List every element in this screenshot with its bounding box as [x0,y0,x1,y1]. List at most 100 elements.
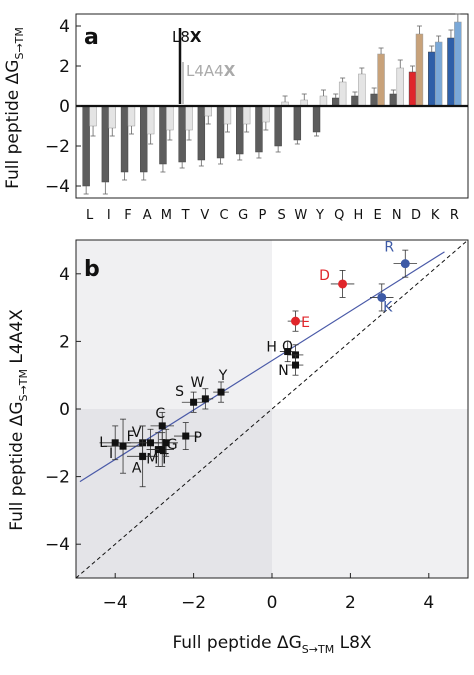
legend-l4a4x-label: L4A4X [186,62,236,80]
point-W [201,395,209,403]
x-tick-label-Q: Q [334,208,344,223]
x-tick-label-M: M [161,208,172,223]
x-tick-label-K: K [431,208,440,223]
panel-a-letter: a [84,25,99,50]
point-label-Y: Y [218,368,228,384]
point-L [111,439,119,447]
point-label-W: W [190,375,204,391]
bar-l8x-M [159,105,167,165]
point-C [158,422,166,430]
bar-l4a4x-M [166,105,174,131]
bar-l8x-R [447,37,455,107]
x-tick-label-C: C [219,208,228,223]
point-label-G: G [167,437,178,453]
bar-l8x-W [293,105,302,141]
point-label-H: H [266,340,277,356]
y-tick-label: −2 [45,137,70,157]
y-tick-label: 0 [59,97,70,117]
panel-a-bar-chart: a L I F A M T V C G P S W Y Q H E N D K R −4 −2 0 2 4 Full pepti… [3,13,469,223]
bar-l8x-A [140,105,148,173]
y-tick-label: 4 [59,265,70,285]
point-T [158,446,166,454]
x-tick-label: −2 [181,593,206,613]
x-tick-label-Y: Y [315,208,324,223]
x-tick-label-I: I [107,208,111,223]
bar-l4a4x-H [358,73,366,107]
bar-l8x-P [255,105,263,153]
point-I [119,442,127,450]
bar-l8x-C [216,105,225,159]
point-label-D: D [319,268,330,284]
panel-a-bars [82,13,462,195]
bar-l4a4x-K [434,41,443,107]
bar-l8x-Y [312,105,321,133]
bar-l4a4x-Y [319,95,328,107]
panel-a-axis: L I F A M T V C G P S W Y Q H E N D K R −4 −2 0 2 4 [45,17,468,223]
point-label-L: L [99,435,107,451]
point-label-M: M [146,452,158,468]
panel-a-ylabel: Full peptide ΔGS→TM [3,27,26,189]
x-tick-label-W: W [294,208,307,223]
point-label-I: I [109,446,113,462]
x-tick-label-V: V [200,208,209,223]
bar-l4a4x-N [396,67,404,107]
x-tick-label: 2 [345,593,356,613]
point-label-N: N [278,363,288,379]
panel-b-axis: −4 −2 0 2 4 −4 −2 0 2 4 [45,265,434,613]
y-tick-label: 2 [59,332,70,352]
bar-l4a4x-T [185,105,193,131]
bar-l4a4x-A [146,105,155,135]
x-tick-label-H: H [354,208,364,223]
bar-l4a4x-I [108,105,116,129]
point-E [291,316,301,326]
y-tick-label: 2 [59,57,70,77]
identity-line [75,239,469,579]
bar-l4a4x-C [223,105,232,125]
point-P [182,432,190,440]
panel-b-letter: b [84,257,100,282]
x-tick-label: −4 [103,593,128,613]
bar-l8x-V [197,105,206,161]
panel-b-xlabel: Full peptide ΔGS→TM L8X [172,633,371,656]
y-tick-label: −4 [45,535,70,555]
bar-l8x-H [351,95,359,107]
bar-l4a4x-V [204,105,212,117]
point-label-F: F [127,429,135,445]
bar-l4a4x-Q [338,81,347,107]
point-A [139,452,147,460]
point-V [146,439,154,447]
bar-l8x-E [370,93,378,107]
bar-l8x-D [408,71,417,107]
point-label-S: S [175,384,184,400]
x-tick-label-F: F [124,208,131,223]
bar-l8x-I [101,105,110,183]
bar-l8x-N [389,93,398,107]
bar-l8x-Q [332,97,340,107]
x-tick-label-P: P [258,208,266,223]
point-D [338,279,348,289]
bar-l8x-S [274,105,282,147]
x-tick-label-R: R [450,208,459,223]
y-tick-label: −4 [45,177,70,197]
panel-a-legend: L8X L4A4X [172,28,236,104]
point-label-C: C [155,406,165,422]
x-tick-label-S: S [277,208,285,223]
x-tick-label-A: A [143,208,152,223]
point-H [284,348,292,356]
point-N [292,361,300,369]
legend-l8x-label: L8X [172,28,202,46]
point-label-T: T [159,452,169,468]
panel-b-ylabel: Full peptide ΔGS→TM L4A4X [7,309,30,531]
bar-l8x-K [428,51,436,107]
point-K [377,292,387,302]
point-label-P: P [194,430,202,446]
bar-l8x-F [120,105,129,173]
point-R [400,259,410,269]
y-tick-label: 4 [59,17,70,37]
bar-l8x-G [236,105,244,155]
point-label-A: A [132,460,142,476]
point-label-K: K [383,299,393,315]
x-tick-label-N: N [392,208,402,223]
